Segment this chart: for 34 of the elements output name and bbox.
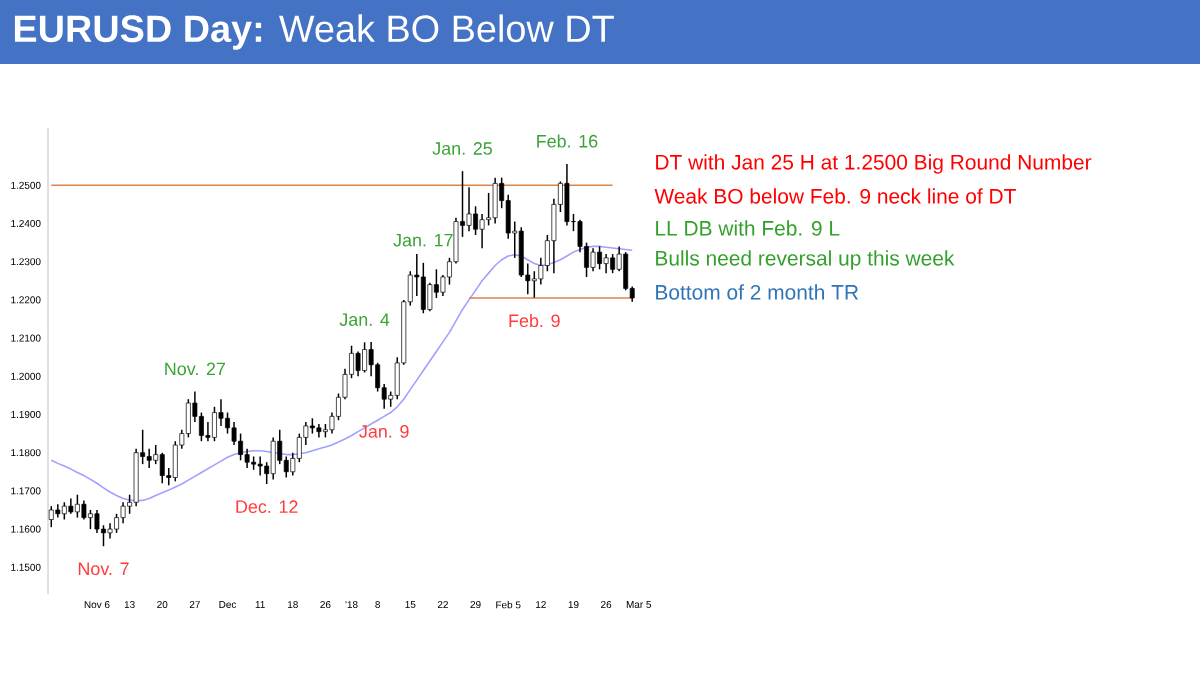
candlestick — [492, 176, 498, 225]
text: Bulls need reversal up this week — [656, 250, 955, 270]
candlestick — [212, 406, 217, 442]
candlestick — [355, 350, 361, 378]
candlestick — [74, 493, 80, 519]
candlestick — [81, 499, 87, 521]
annotation: Feb. 16 — [537, 134, 598, 148]
candlestick — [270, 436, 276, 481]
candlestick — [597, 245, 603, 271]
annotation: Feb. 9 — [509, 313, 560, 328]
chart-title: EURUSD Day: Weak BO Below DT — [14, 14, 614, 50]
text: DT with Jan 25 H at 1.2500 Big Round Number — [656, 154, 1092, 174]
annotation: Jan. 9 — [359, 425, 409, 438]
candlestick — [88, 509, 93, 530]
candlestick — [362, 341, 368, 374]
candlestick — [159, 451, 165, 484]
text: Bottom of 2 month TR — [656, 284, 859, 300]
candlestick — [48, 505, 54, 528]
candlestick — [420, 262, 426, 314]
candlestick — [590, 247, 596, 272]
candlestick — [603, 253, 609, 274]
candlestick — [564, 163, 570, 227]
candlestick — [120, 501, 126, 525]
text: Weak BO below Feb. 9 neck line of DT — [654, 188, 1016, 204]
candlestick — [257, 455, 263, 477]
annotation: Dec. 12 — [236, 500, 298, 514]
text: LL DB with Feb. 9 L — [656, 220, 840, 236]
annotation: Nov. 7 — [78, 562, 129, 576]
annotation: Jan. 17 — [393, 233, 453, 247]
annotation: Nov. 27 — [165, 362, 226, 376]
annotation: Jan. 4 — [339, 313, 390, 326]
candlestick — [610, 253, 616, 274]
candlestick — [55, 503, 61, 519]
annotation: Jan. 25 — [432, 142, 492, 155]
